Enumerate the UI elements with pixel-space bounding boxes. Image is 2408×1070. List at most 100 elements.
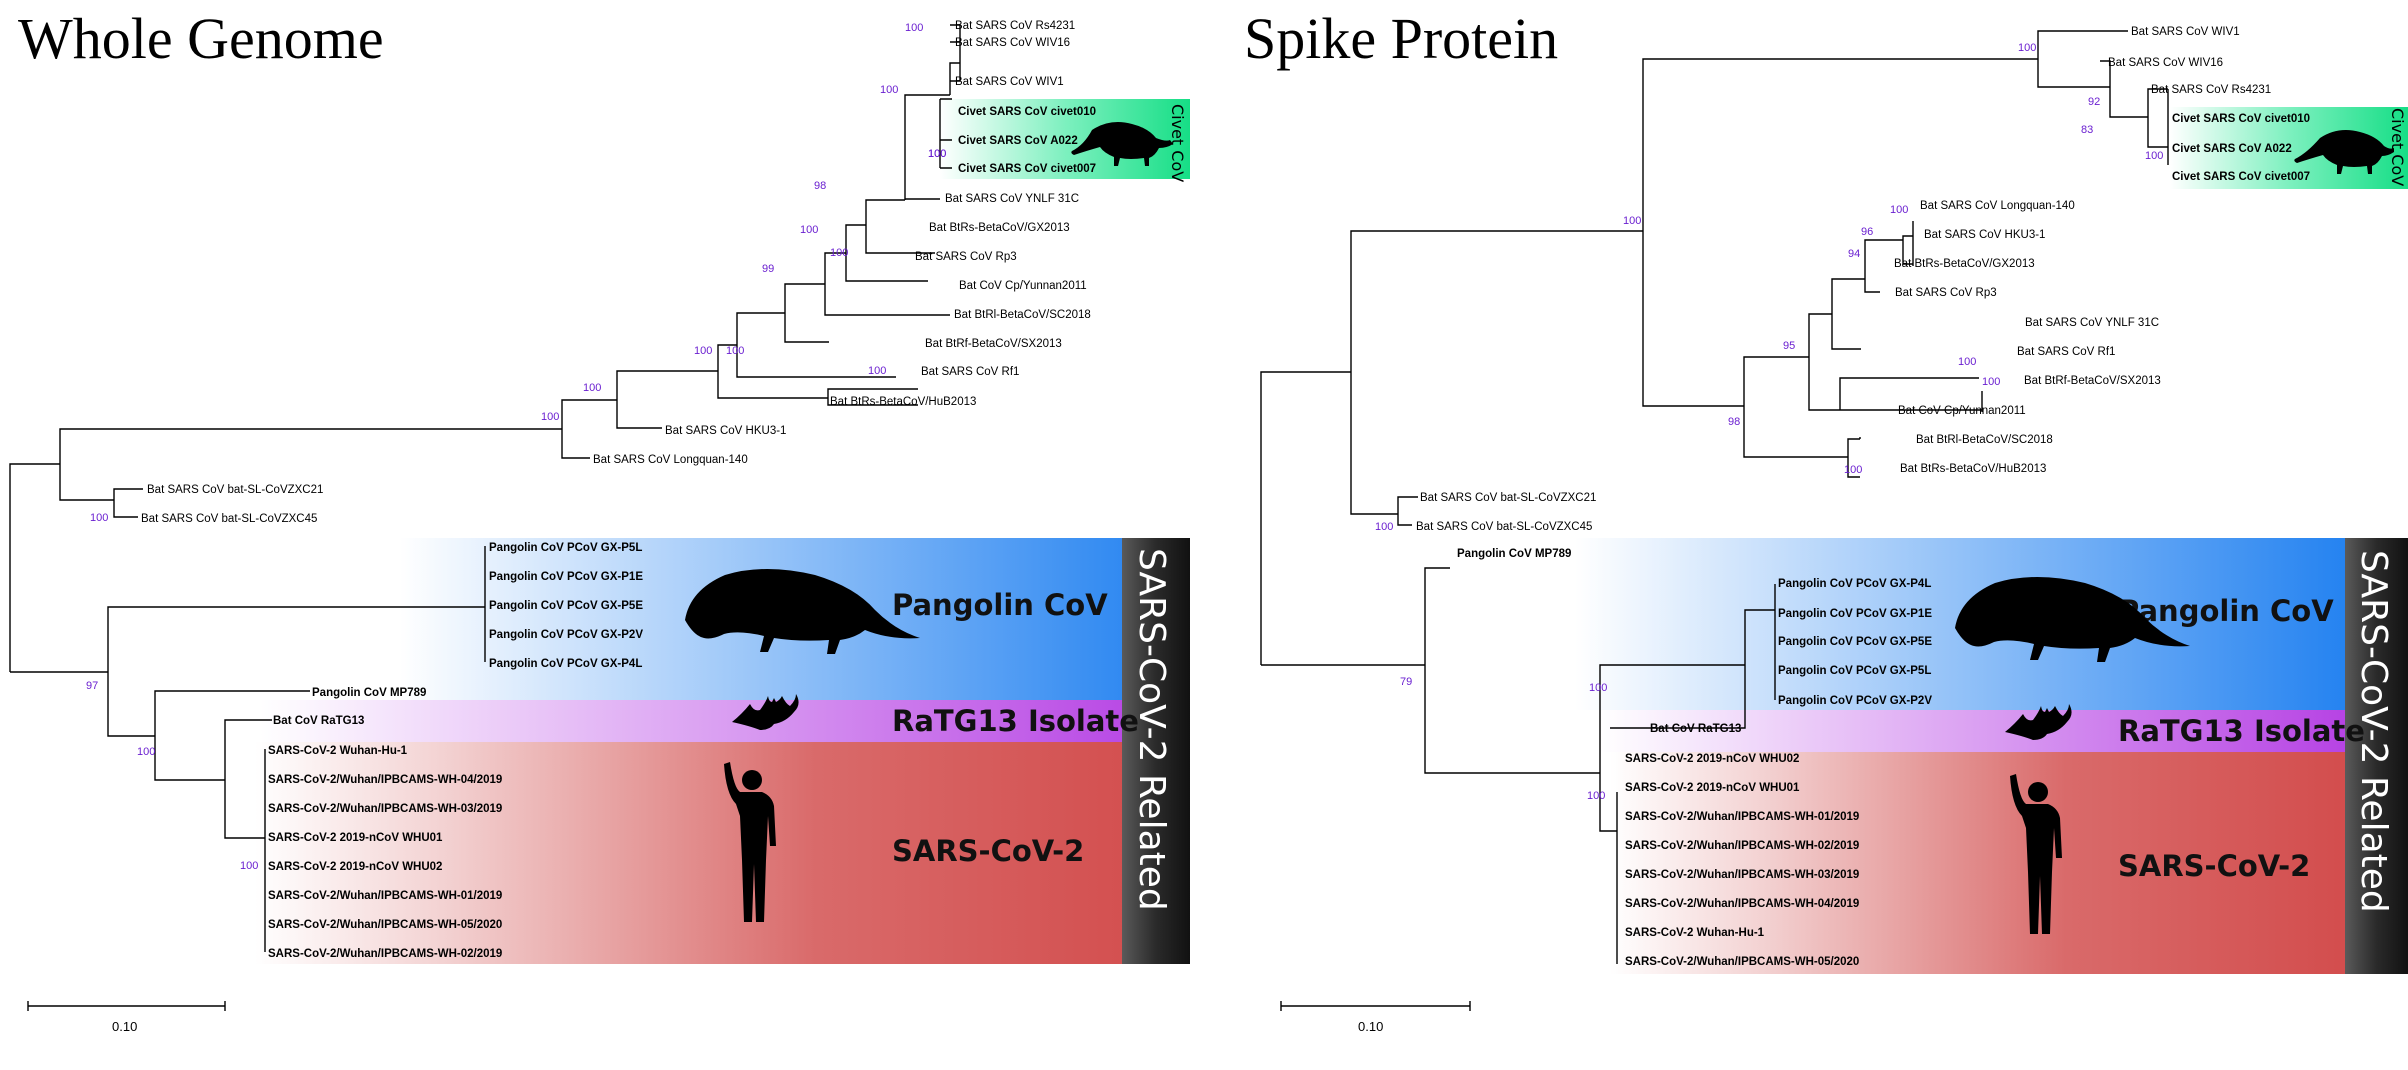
- pangolin-silhouette-icon: [1955, 577, 2190, 662]
- group-label-ratg13: RaTG13 Isolate: [2118, 714, 2365, 748]
- leaf-label: SARS-CoV-2/Wuhan/IPBCAMS-WH-02/2019: [268, 948, 502, 960]
- bootstrap-value: 100: [928, 148, 946, 160]
- bootstrap-value: 100: [1589, 682, 1607, 694]
- leaf-label: SARS-CoV-2 2019-nCoV WHU02: [1625, 753, 1799, 765]
- leaf-label: Bat SARS CoV YNLF 31C: [945, 193, 1079, 205]
- scale-bar: [1280, 1001, 1471, 1011]
- leaf-label: SARS-CoV-2/Wuhan/IPBCAMS-WH-04/2019: [268, 774, 502, 786]
- bootstrap-value: 99: [762, 263, 774, 275]
- sars2-band: [1610, 752, 2370, 974]
- bootstrap-value: 100: [726, 345, 744, 357]
- bootstrap-value: 100: [2018, 42, 2036, 54]
- tree-edges: [9, 24, 961, 952]
- group-label-pangolin: Pangolin CoV: [2118, 594, 2334, 628]
- leaf-label: Pangolin CoV PCoV GX-P5E: [489, 600, 643, 612]
- leaf-label: Bat BtRl-BetaCoV/SC2018: [1916, 434, 2053, 446]
- bootstrap-value: 100: [1890, 204, 1908, 216]
- civet-silhouette-icon: [2294, 130, 2394, 174]
- bootstrap-labels: 100 100 100 100 98 100 100 99 100 100 100 100 100 100…: [86, 22, 946, 872]
- bootstrap-value: 100: [880, 84, 898, 96]
- leaf-label: Bat SARS CoV bat-SL-CoVZXC21: [147, 484, 323, 496]
- group-label-pangolin: Pangolin CoV: [892, 588, 1108, 622]
- leaf-label: Bat SARS CoV Rs4231: [955, 20, 1075, 32]
- leaf-label: Pangolin CoV PCoV GX-P5L: [489, 542, 642, 554]
- leaf-label: SARS-CoV-2/Wuhan/IPBCAMS-WH-03/2019: [268, 803, 502, 815]
- leaf-label: Pangolin CoV PCoV GX-P5E: [1778, 636, 1932, 648]
- leaf-label: Bat SARS CoV HKU3-1: [665, 425, 786, 437]
- pangolin-silhouette-icon: [685, 569, 920, 654]
- leaf-label: Bat SARS CoV Longquan-140: [593, 454, 748, 466]
- leaf-label: Bat SARS CoV bat-SL-CoVZXC45: [141, 513, 317, 525]
- leaf-label: SARS-CoV-2 2019-nCoV WHU02: [268, 861, 442, 873]
- bootstrap-value: 97: [86, 680, 98, 692]
- bootstrap-value: 100: [1375, 521, 1393, 533]
- bootstrap-value: 83: [2081, 124, 2093, 136]
- leaf-label: Civet SARS CoV A022: [958, 135, 1078, 147]
- bootstrap-value: 100: [928, 148, 946, 160]
- leaf-label: Bat BtRs-BetaCoV/HuB2013: [830, 396, 976, 408]
- tree-edges: [1260, 30, 2169, 964]
- leaf-label: Pangolin CoV MP789: [312, 687, 426, 699]
- civet-silhouette-icon: [1071, 122, 1173, 166]
- leaf-label: Bat SARS CoV WIV16: [2108, 57, 2223, 69]
- leaf-label: Bat SARS CoV Rp3: [1895, 287, 1997, 299]
- leaf-label: Pangolin CoV PCoV GX-P4L: [489, 658, 642, 670]
- leaf-label: Bat SARS CoV bat-SL-CoVZXC21: [1420, 492, 1596, 504]
- panel-title: Spike Protein: [1244, 6, 1558, 71]
- leaf-label: Civet SARS CoV civet010: [958, 106, 1096, 118]
- leaf-label: SARS-CoV-2/Wuhan/IPBCAMS-WH-05/2020: [1625, 956, 1859, 968]
- leaf-label: Bat SARS CoV bat-SL-CoVZXC45: [1416, 521, 1592, 533]
- bootstrap-value: 100: [541, 411, 559, 423]
- bootstrap-value: 100: [1982, 376, 2000, 388]
- leaf-label: Bat CoV Cp/Yunnan2011: [1898, 405, 2026, 417]
- human-silhouette-icon: [724, 762, 776, 922]
- leaf-label: Pangolin CoV PCoV GX-P4L: [1778, 578, 1931, 590]
- bootstrap-value: 100: [1844, 464, 1862, 476]
- leaf-label: Civet SARS CoV A022: [2172, 143, 2292, 155]
- leaf-label: Bat CoV Cp/Yunnan2011: [959, 280, 1087, 292]
- pangolin-band: [1435, 538, 2370, 710]
- group-label-civet: Civet CoV: [2388, 108, 2407, 186]
- leaf-label: Bat BtRs-BetaCoV/HuB2013: [1900, 463, 2046, 475]
- leaf-label: Bat SARS CoV Rf1: [921, 366, 1019, 378]
- leaf-label: Pangolin CoV MP789: [1457, 548, 1571, 560]
- group-label-related: SARS-CoV-2 Related: [1131, 548, 1172, 911]
- leaf-label: SARS-CoV-2/Wuhan/IPBCAMS-WH-01/2019: [1625, 811, 1859, 823]
- leaf-label: Pangolin CoV PCoV GX-P1E: [489, 571, 643, 583]
- bootstrap-value: 95: [1783, 340, 1795, 352]
- leaf-label: Bat SARS CoV YNLF 31C: [2025, 317, 2159, 329]
- leaf-label: SARS-CoV-2 Wuhan-Hu-1: [1625, 927, 1765, 939]
- leaf-label: Bat SARS CoV Rf1: [2017, 346, 2115, 358]
- leaf-label: SARS-CoV-2/Wuhan/IPBCAMS-WH-01/2019: [268, 890, 502, 902]
- leaf-label: Bat BtRs-BetaCoV/GX2013: [1894, 258, 2035, 270]
- panel-spike-protein: Spike Protein Pangolin CoV RaTG13 Isolat…: [1244, 6, 2408, 1034]
- leaf-label: Civet SARS CoV civet007: [958, 163, 1096, 175]
- leaf-label: Civet SARS CoV civet007: [2172, 171, 2310, 183]
- bootstrap-value: 100: [137, 746, 155, 758]
- leaf-label: Bat SARS CoV WIV1: [2131, 26, 2240, 38]
- group-label-related: SARS-CoV-2 Related: [2353, 550, 2394, 913]
- leaf-label: Pangolin CoV PCoV GX-P2V: [489, 629, 643, 641]
- leaf-label: Bat SARS CoV WIV16: [955, 37, 1070, 49]
- bootstrap-value: 100: [583, 382, 601, 394]
- bootstrap-value: 96: [1861, 226, 1873, 238]
- leaf-label: Pangolin CoV PCoV GX-P2V: [1778, 695, 1932, 707]
- group-label-sars2: SARS-CoV-2: [892, 834, 1084, 868]
- leaf-label: SARS-CoV-2/Wuhan/IPBCAMS-WH-04/2019: [1625, 898, 1859, 910]
- leaf-label: SARS-CoV-2 2019-nCoV WHU01: [1625, 782, 1800, 794]
- leaf-label: Pangolin CoV PCoV GX-P1E: [1778, 608, 1932, 620]
- ratg13-band: [1600, 710, 2370, 752]
- group-label-sars2: SARS-CoV-2: [2118, 849, 2310, 883]
- bootstrap-value: 100: [1623, 215, 1641, 227]
- leaf-labels: Bat SARS CoV WIV1 Bat SARS CoV WIV16 Bat S…: [1416, 26, 2310, 968]
- leaf-label: SARS-CoV-2 Wuhan-Hu-1: [268, 745, 408, 757]
- human-silhouette-icon: [2010, 774, 2062, 934]
- bat-silhouette-icon: [2005, 704, 2072, 740]
- leaf-label: Bat SARS CoV Rs4231: [2151, 84, 2271, 96]
- bootstrap-value: 100: [1587, 790, 1605, 802]
- bat-silhouette-icon: [732, 694, 799, 730]
- leaf-label: SARS-CoV-2 2019-nCoV WHU01: [268, 832, 443, 844]
- group-label-civet: Civet CoV: [1168, 104, 1187, 182]
